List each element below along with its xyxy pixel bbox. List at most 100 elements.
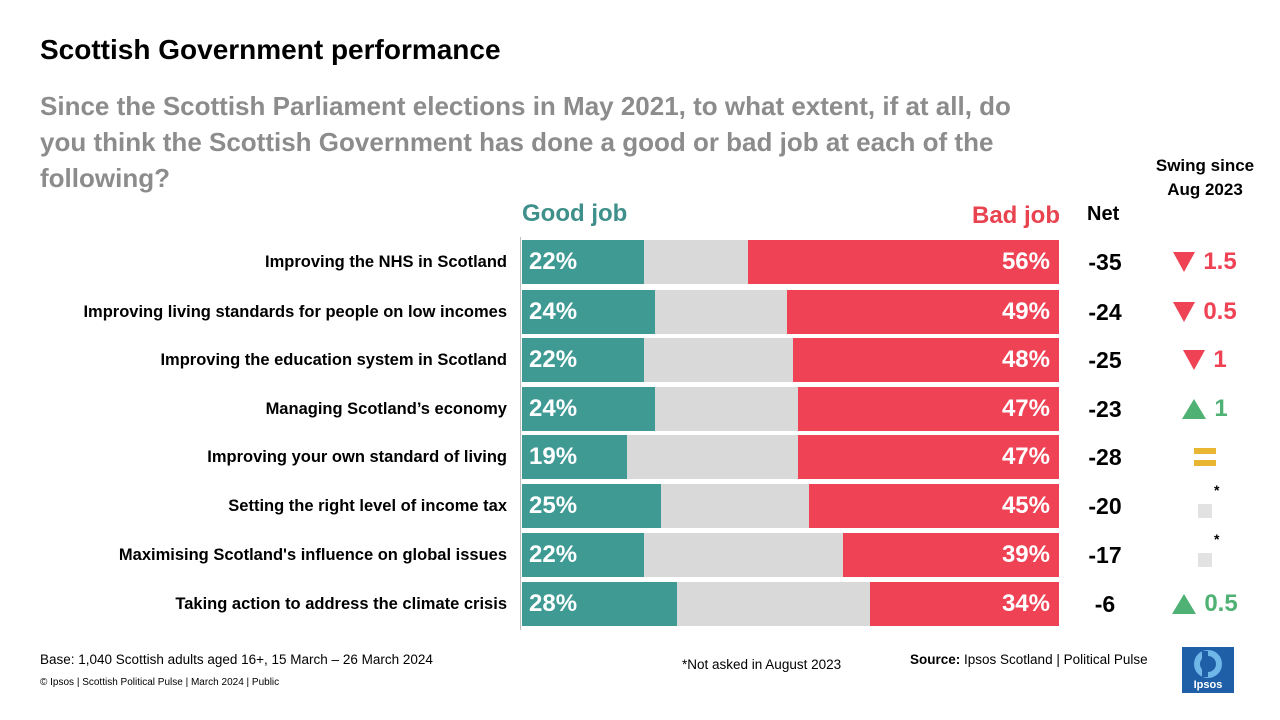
net-value: -35 [1088,249,1122,275]
category-label-text: Improving living standards for people on… [83,303,507,321]
not-asked-asterisk: * [1214,482,1220,498]
arrow-up-icon [1182,399,1207,419]
bar-background: 19% 47% [522,435,1059,479]
chart-row: Improving the education system in Scotla… [0,338,1280,382]
bad-job-value: 48% [1001,346,1050,373]
bar-background: 22% 56% [522,240,1059,284]
category-label-text: Improving your own standard of living [207,448,507,466]
bad-job-bar [809,484,1059,528]
good-job-bar [522,240,645,284]
swing-value: 1 [1150,338,1260,382]
good-job-bar [522,533,645,577]
bar-background: 24% 49% [522,290,1059,334]
swing-value: * [1150,531,1260,577]
chart-row: Maximising Scotland's influence on globa… [0,531,1280,577]
swing-value [1150,435,1260,479]
swing-value: 0.5 [1150,582,1260,626]
copyright-note: © Ipsos | Scottish Political Pulse | Mar… [40,677,280,688]
category-label: Improving the NHS in Scotland [77,240,507,284]
good-job-value: 22% [529,541,578,568]
bad-job-value: 34% [1001,590,1050,617]
not-asked-asterisk: * [1214,531,1220,547]
category-label-text: Managing Scotland’s economy [265,400,507,418]
good-job-bar [522,435,628,479]
good-job-bar [522,338,645,382]
chart-row: Improving living standards for people on… [0,290,1280,334]
arrow-up-icon [1172,594,1197,614]
source-note: Source: Ipsos Scotland | Political Pulse [910,652,1148,667]
net-value: -17 [1088,542,1122,568]
bad-job-value: 47% [1001,395,1050,422]
bad-job-value: 39% [1001,541,1050,568]
bad-job-value: 47% [1001,443,1050,470]
good-job-header: Good job [522,200,628,227]
not-asked-icon: * [1198,531,1219,567]
swing-value: 1.5 [1150,240,1260,284]
chart-row: Managing Scotland’s economy 24% 47% -23 1 [0,387,1280,431]
chart-row: Improving the NHS in Scotland 22% 56% -35 1.… [0,240,1280,284]
ipsos-logo: Ipsos [1182,647,1234,693]
bar-background: 22% 48% [522,338,1059,382]
good-job-value: 25% [529,492,578,519]
category-label: Improving living standards for people on… [77,290,507,334]
bar-background: 28% 34% [522,582,1059,626]
good-job-bar [522,290,656,334]
category-label: Maximising Scotland's influence on globa… [77,533,507,577]
category-label-text: Maximising Scotland's influence on globa… [118,546,507,564]
arrow-down-icon [1173,252,1196,272]
swing-number: 1 [1213,346,1227,373]
swing-value: 0.5 [1150,290,1260,334]
good-job-value: 19% [529,443,578,470]
bar-background: 22% 39% [522,533,1059,577]
category-axis-line [520,237,521,630]
net-value: -6 [1094,591,1116,617]
chart-row: Setting the right level of income tax 25%… [0,482,1280,528]
net-value: -25 [1088,347,1122,373]
net-value: -28 [1088,444,1122,470]
bad-job-bar [787,290,1059,334]
arrow-down-icon [1183,350,1206,370]
ipsos-logo-mark: Ipsos [1182,647,1234,693]
category-label: Taking action to address the climate cri… [77,582,507,626]
not-asked-note: *Not asked in August 2023 [682,657,842,672]
swing-number: 0.5 [1204,590,1238,617]
bad-job-bar [870,582,1059,626]
chart-title: Scottish Government performance [40,34,501,65]
good-job-bar [522,484,661,528]
swing-number: 0.5 [1203,298,1237,325]
good-job-value: 28% [529,590,578,617]
net-value: -23 [1088,396,1122,422]
swing-number: 1 [1214,395,1228,422]
source-label: Source: [910,652,961,667]
bad-job-bar [798,435,1059,479]
bar-background: 24% 47% [522,387,1059,431]
net-header: Net [1087,203,1120,225]
bad-job-value: 49% [1001,298,1050,325]
arrow-down-icon [1173,302,1196,322]
not-asked-icon: * [1198,482,1219,518]
category-label: Improving the education system in Scotla… [77,338,507,382]
bad-job-header: Bad job [972,202,1060,229]
bad-job-bar [798,387,1059,431]
bad-job-value: 45% [1001,492,1050,519]
source-text: Ipsos Scotland | Political Pulse [960,652,1148,667]
good-job-value: 22% [529,248,578,275]
swing-header: Swing since Aug 2023 [1155,156,1255,199]
category-label: Setting the right level of income tax [77,484,507,528]
bad-job-bar [842,533,1059,577]
good-job-value: 24% [529,395,578,422]
bar-background: 25% 45% [522,484,1059,528]
base-note: Base: 1,040 Scottish adults aged 16+, 15… [40,652,433,667]
net-value: -24 [1088,299,1122,325]
good-job-bar [522,387,656,431]
chart-subtitle: Since the Scottish Parliament elections … [40,91,1011,193]
equal-icon [1194,448,1216,466]
good-job-value: 22% [529,346,578,373]
good-job-bar [522,582,678,626]
svg-text:Ipsos: Ipsos [1194,679,1223,691]
net-value: -20 [1088,493,1122,519]
category-label: Improving your own standard of living [77,435,507,479]
swing-value: 1 [1150,387,1260,431]
swing-number: 1.5 [1203,248,1237,275]
category-label-text: Setting the right level of income tax [228,497,507,515]
